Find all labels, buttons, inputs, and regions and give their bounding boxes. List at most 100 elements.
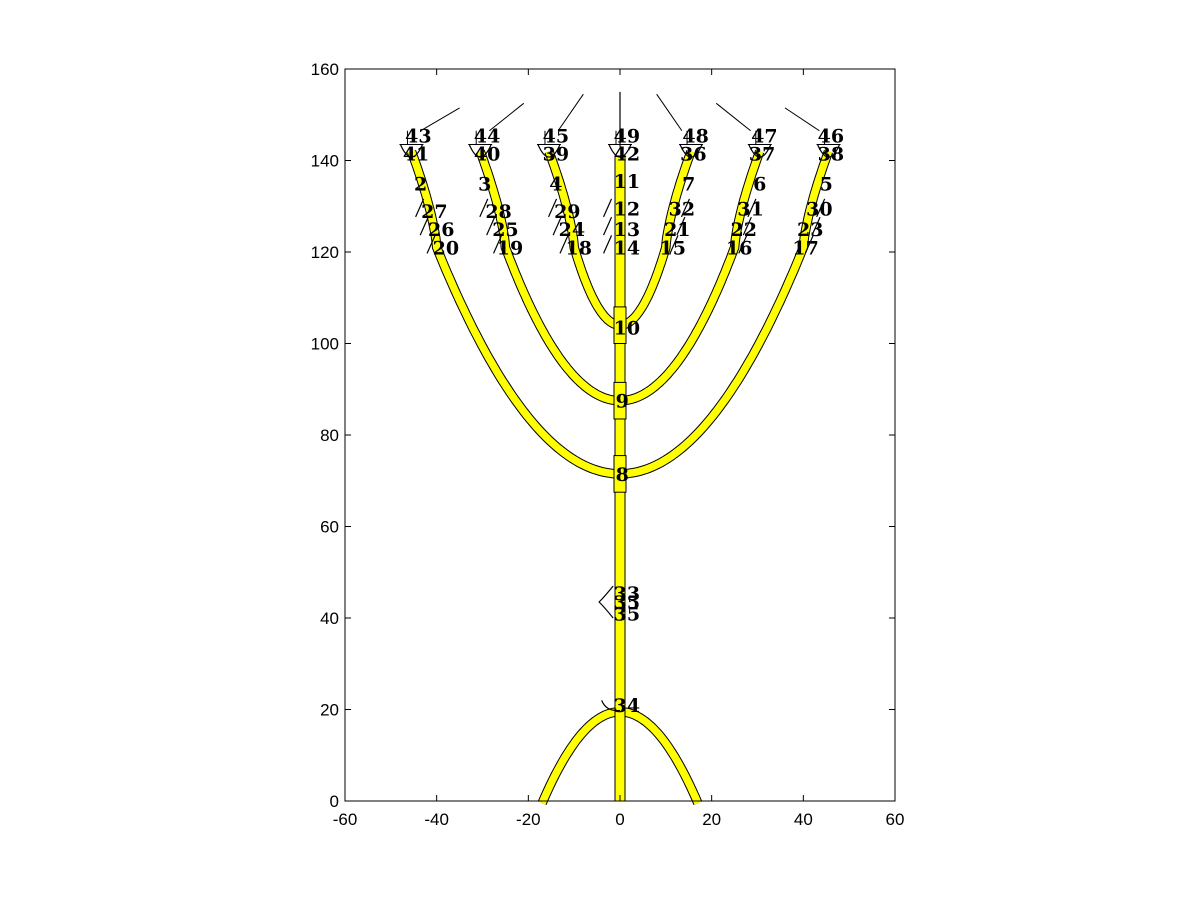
cup-5 [679,144,703,158]
piece-label-45: 45 [543,125,569,147]
leaf-mark-17 [602,216,613,236]
leaf-mark-12 [811,216,821,236]
leaf-mark-18 [602,235,613,254]
piece-label-18: 18 [566,237,592,259]
piece-label-15: 15 [659,237,685,259]
branch-left-2 [476,150,620,405]
leaf-mark-1 [415,198,425,218]
piece-label-26: 26 [428,219,454,241]
flame-line-2 [489,102,525,132]
x-tick-label-0: -60 [333,810,358,829]
piece-label-24: 24 [559,219,585,241]
piece-label-23: 23 [797,219,823,241]
x-tick-label-2: -20 [516,810,541,829]
branch-right-1 [620,150,695,329]
x-tick-label-4: 20 [702,810,721,829]
piece-label-4: 4 [549,173,562,195]
piece-label-11: 11 [614,171,640,193]
piece-label-36: 36 [680,144,706,166]
menorah-shapes [399,91,841,805]
leaf-mark-9 [552,216,562,236]
y-tick-label-5: 100 [311,335,339,354]
cup-4 [608,144,632,158]
piece-label-38: 38 [818,144,844,166]
leaf-mark-2 [479,198,489,218]
flame-line-1 [420,107,460,132]
piece-label-17: 17 [792,237,818,259]
leaf-mark-13 [426,235,436,254]
cup-6 [748,144,772,158]
piece-label-5: 5 [820,173,833,195]
y-tick-label-2: 40 [320,609,339,628]
branch-right-3 [619,150,833,478]
piece-label-9: 9 [616,391,629,413]
y-tick-label-1: 20 [320,701,339,720]
piece-label-3: 3 [478,173,491,195]
stem-knob-3 [613,455,627,493]
axis-ticks: -60 -40 -20 0 20 40 60 0 20 40 60 80 100 120 140 160 [311,60,905,829]
leaf-mark-15 [559,235,569,254]
y-tick-label-7: 140 [311,152,339,171]
cup-7 [816,144,841,158]
leaf-mark-16 [602,198,613,218]
piece-label-32: 32 [669,199,695,221]
y-tick-label-6: 120 [311,243,339,262]
x-tick-label-5: 40 [794,810,813,829]
cup-3 [537,144,561,158]
piece-label-33: 33 [614,583,640,605]
stem-knob-2 [613,381,627,420]
leaf-mark-19 [669,235,679,254]
leaf-mark-7 [419,216,429,236]
leaf-mark-8 [486,216,496,236]
flame-line-5 [715,102,751,132]
piece-label-10: 10 [614,317,640,339]
piece-label-46: 46 [818,125,844,147]
piece-label-22: 22 [731,219,757,241]
piece-label-30: 30 [806,199,832,221]
x-tick-label-6: 60 [886,810,905,829]
piece-label-35: 35 [614,603,640,625]
y-tick-label-4: 80 [320,426,339,445]
piece-label-42: 42 [614,144,640,166]
leaf-mark-10 [676,216,686,236]
piece-label-6: 6 [753,173,766,195]
y-tick-label-3: 60 [320,518,339,537]
piece-label-34: 34 [614,695,640,717]
piece-label-14: 14 [614,237,640,259]
y-tick-label-8: 160 [311,60,339,79]
piece-label-47: 47 [751,125,777,147]
ornament-brace-33 [598,585,614,619]
flame-line-4 [656,93,683,132]
piece-label-40: 40 [474,144,500,166]
piece-label-28: 28 [485,201,511,223]
leaf-mark-4 [680,198,691,218]
piece-label-31: 31 [737,199,763,221]
piece-label-12: 12 [614,199,640,221]
piece-label-8: 8 [616,464,629,486]
branch-left-3 [407,150,621,478]
piece-label-27: 27 [421,201,447,223]
piece-label-44: 44 [474,125,500,147]
ornament-hook-34 [601,700,621,712]
leaf-mark-11 [742,216,752,236]
leaf-mark-3 [547,198,558,218]
piece-label-21: 21 [664,219,690,241]
piece-label-20: 20 [433,237,459,259]
leaf-mark-20 [738,235,748,254]
piece-label-48: 48 [682,125,708,147]
piece-label-37: 37 [749,144,775,166]
leaf-mark-21 [804,235,814,254]
leaf-mark-6 [816,198,826,218]
piece-label-16: 16 [726,237,752,259]
piece-label-41: 41 [403,144,429,166]
piece-label-29: 29 [554,201,580,223]
leaf-mark-14 [492,235,503,254]
piece-label-39: 39 [543,144,569,166]
x-tick-label-3: 0 [615,810,624,829]
leaf-mark-5 [747,198,757,218]
y-tick-label-0: 0 [330,792,339,811]
flame-line-6 [784,107,820,132]
